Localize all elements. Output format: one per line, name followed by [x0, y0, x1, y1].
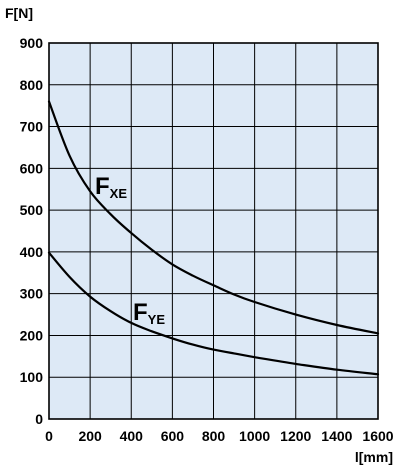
x-tick-label: 400: [120, 428, 144, 444]
x-tick-label: 0: [45, 428, 53, 444]
x-tick-label: 1400: [321, 428, 352, 444]
curve-label-fxe: FXE: [95, 173, 127, 201]
y-tick-label: 600: [20, 160, 44, 176]
y-tick-label: 300: [20, 286, 44, 302]
curve-fye: [47, 251, 380, 376]
y-tick-label: 700: [20, 119, 44, 135]
y-axis-ticks: 0 100 200 300 400 500 600 700 800 900: [20, 35, 44, 427]
x-tick-label: 600: [161, 428, 185, 444]
curve-labels: FXE FYE: [95, 173, 165, 327]
x-axis-ticks: 0 200 400 600 800 1000 1200 1400 1600: [45, 428, 394, 444]
data-curves: [47, 100, 380, 376]
x-tick-label: 1000: [239, 428, 270, 444]
y-tick-label: 200: [20, 327, 44, 343]
plot-frame: [48, 42, 379, 420]
curve-fxe: [47, 100, 380, 335]
y-axis-title: F[N]: [5, 5, 33, 21]
y-tick-label: 400: [20, 244, 44, 260]
curve-label-fye: FYE: [133, 299, 165, 327]
x-tick-label: 1600: [362, 428, 393, 444]
x-axis-title: l[mm]: [355, 449, 393, 465]
x-tick-label: 200: [78, 428, 102, 444]
y-tick-label: 500: [20, 202, 44, 218]
y-tick-label: 100: [20, 369, 44, 385]
x-tick-label: 1200: [280, 428, 311, 444]
y-tick-label: 800: [20, 77, 44, 93]
y-tick-label: 900: [20, 35, 44, 51]
x-tick-label: 800: [202, 428, 226, 444]
y-tick-label: 0: [35, 411, 43, 427]
